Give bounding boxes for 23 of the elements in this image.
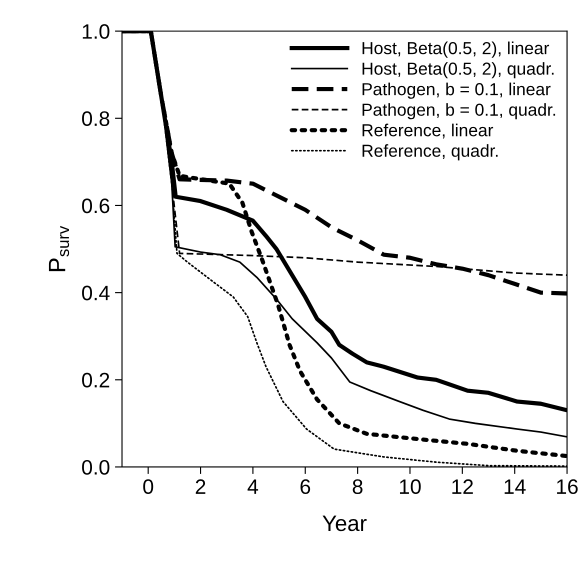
x-tick-label: 0 [143, 479, 154, 494]
y-tick-label: 1.0 [82, 24, 110, 39]
legend-label: Host, Beta(0.5, 2), quadr. [362, 62, 554, 78]
x-tick-label: 10 [400, 479, 421, 494]
x-tick-label: 12 [452, 479, 473, 494]
legend-label: Reference, linear [362, 124, 494, 138]
y-axis-title: P$_{surv}$ [48, 226, 70, 272]
y-tick-label: 0.8 [82, 111, 110, 126]
y-tick-label: 0.6 [82, 198, 110, 214]
x-tick-label: 2 [196, 479, 206, 494]
legend-label: Reference, quadr. [362, 144, 498, 160]
x-tick-label: 6 [300, 479, 310, 494]
x-tick-label: 14 [504, 480, 526, 494]
legend-label: Pathogen, b = 0.1, linear [362, 82, 551, 99]
y-tick-label: 0.2 [82, 372, 110, 388]
y-tick-label: 0.0 [82, 460, 110, 475]
x-tick-label: 8 [352, 479, 363, 494]
x-tick-label: 4 [248, 480, 258, 494]
x-axis-title: Year [322, 516, 367, 532]
legend-label: Host, Beta(0.5, 2), linear [362, 42, 550, 58]
y-tick-label: 0.4 [82, 286, 110, 300]
legend-label: Pathogen, b = 0.1, quadr. [362, 103, 556, 120]
x-tick-label: 16 [557, 479, 578, 494]
